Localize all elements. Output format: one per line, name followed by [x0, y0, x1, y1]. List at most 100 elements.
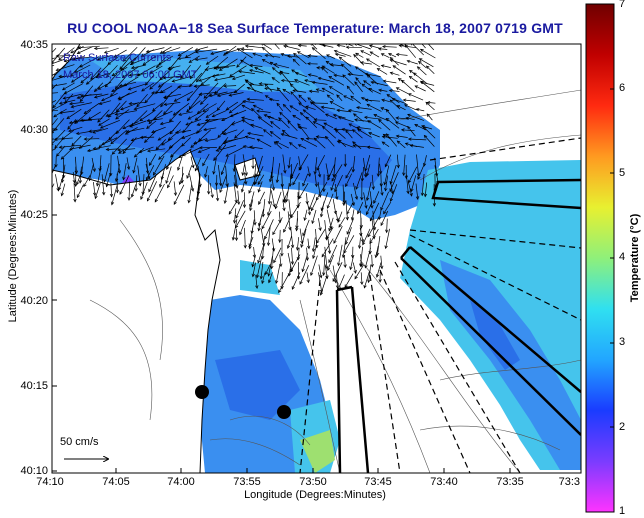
current-vector [198, 73, 220, 82]
y-tick-label: 40:30 [20, 124, 48, 136]
current-vector [404, 104, 417, 111]
current-vector [275, 265, 281, 284]
current-vector [242, 164, 245, 176]
current-vector-head [278, 239, 282, 244]
current-vector-head [177, 85, 181, 89]
current-vector [288, 265, 292, 276]
current-vector [96, 73, 110, 78]
current-vector [168, 129, 181, 141]
current-vector-head [256, 109, 260, 113]
current-vector-head [267, 200, 272, 205]
current-vector [324, 246, 328, 269]
current-vector-head [83, 110, 88, 115]
current-vector [415, 183, 419, 200]
current-vector-head [266, 115, 271, 119]
current-vector-head [368, 87, 373, 92]
current-vector [380, 255, 383, 269]
current-vector [151, 126, 166, 133]
current-vector [190, 156, 194, 168]
current-vector [278, 211, 281, 223]
current-vector-head [417, 176, 421, 180]
colorbar-tick-label: 3 [619, 336, 626, 348]
current-vector-head [349, 266, 353, 271]
x-tick-label: 73:55 [233, 476, 261, 488]
current-vector-head [185, 122, 190, 126]
current-vector [312, 47, 326, 59]
current-vector-head [307, 245, 311, 250]
current-vector-head [367, 233, 371, 238]
current-vector-head [390, 190, 394, 195]
current-vector-head [138, 182, 142, 187]
current-vector-head [343, 95, 347, 99]
current-vector-head [370, 264, 374, 268]
current-vector [223, 129, 238, 135]
current-vector [366, 201, 373, 215]
current-vector [230, 109, 247, 117]
current-vector [126, 127, 145, 133]
current-vector-head [401, 79, 405, 84]
current-vector [254, 166, 264, 185]
current-vector [206, 55, 219, 65]
current-vector-head [197, 149, 202, 153]
current-vector-head [234, 183, 238, 188]
current-vector-head [352, 113, 357, 117]
current-vector [247, 132, 264, 137]
current-vector-head [133, 154, 138, 158]
current-vector-head [315, 135, 320, 139]
current-vector [159, 172, 164, 188]
current-vector [401, 79, 415, 92]
current-vector [298, 102, 309, 110]
current-vector [286, 183, 290, 202]
current-vector-head [352, 129, 356, 133]
current-vector-head [354, 118, 358, 122]
current-vector-head [315, 88, 320, 92]
current-vector-head [317, 76, 322, 81]
current-vector [302, 219, 310, 236]
current-vector-head [356, 106, 360, 110]
current-vector-head [299, 111, 304, 116]
current-vector [413, 72, 428, 84]
current-vector-head [296, 51, 301, 55]
current-vector [367, 146, 381, 150]
current-vector [357, 202, 364, 214]
current-vector [307, 202, 311, 215]
current-vector-head [180, 179, 184, 184]
current-vector-head [346, 85, 351, 90]
current-vector-head [244, 135, 249, 139]
current-vector [421, 125, 433, 130]
current-vector [241, 117, 255, 122]
current-vector-head [359, 263, 364, 268]
current-vector [322, 126, 337, 139]
current-vector [307, 97, 316, 104]
current-vector [128, 83, 146, 90]
current-vector [234, 174, 237, 187]
current-vector-head [370, 205, 374, 209]
current-vector [258, 191, 265, 205]
current-vector [80, 93, 103, 97]
current-vector [309, 90, 319, 93]
current-vector [264, 83, 273, 92]
current-vector [361, 83, 374, 93]
current-vector [202, 153, 210, 166]
current-vector-head [381, 141, 386, 145]
current-vector [97, 81, 112, 90]
current-vector [74, 64, 91, 74]
current-vector [298, 154, 309, 171]
current-vector [117, 90, 137, 100]
current-vector-head [85, 81, 90, 85]
y-tick-label: 40:10 [20, 465, 48, 477]
current-vector [188, 184, 193, 203]
current-vector [237, 48, 253, 59]
current-vector-head [63, 59, 68, 63]
current-vector [215, 183, 219, 201]
current-vector-head [376, 173, 381, 177]
current-vector-head [338, 56, 343, 60]
current-vector [52, 164, 57, 175]
current-vector-head [392, 39, 395, 42]
current-vector-head [297, 44, 302, 48]
current-vector-head [163, 95, 167, 99]
current-vector [195, 46, 209, 51]
current-vector [173, 184, 185, 205]
current-vector-head [270, 265, 274, 270]
current-vector-head [149, 86, 153, 90]
